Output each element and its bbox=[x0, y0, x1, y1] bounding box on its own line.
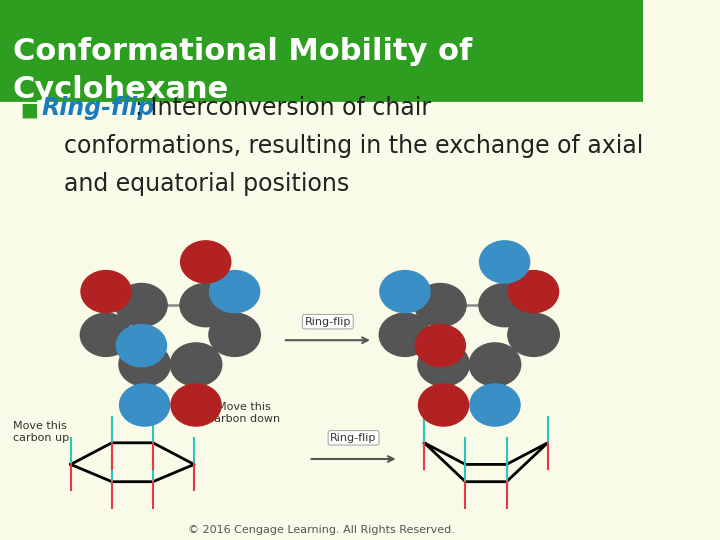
Circle shape bbox=[171, 384, 221, 426]
Circle shape bbox=[117, 325, 166, 367]
FancyBboxPatch shape bbox=[0, 0, 643, 100]
Circle shape bbox=[81, 271, 131, 313]
Circle shape bbox=[418, 384, 469, 426]
Text: conformations, resulting in the exchange of axial: conformations, resulting in the exchange… bbox=[64, 134, 644, 158]
Circle shape bbox=[479, 284, 531, 327]
Circle shape bbox=[181, 241, 231, 283]
Circle shape bbox=[469, 343, 521, 386]
Circle shape bbox=[120, 384, 170, 426]
Text: and equatorial positions: and equatorial positions bbox=[64, 172, 349, 195]
Circle shape bbox=[508, 313, 559, 356]
Text: Ring-flip: Ring-flip bbox=[330, 433, 377, 443]
Text: Ring-flip: Ring-flip bbox=[305, 316, 351, 327]
Circle shape bbox=[379, 313, 431, 356]
Circle shape bbox=[415, 284, 466, 327]
Text: ▪: ▪ bbox=[19, 97, 39, 125]
Circle shape bbox=[418, 343, 469, 386]
Text: © 2016 Cengage Learning. All Rights Reserved.: © 2016 Cengage Learning. All Rights Rese… bbox=[188, 524, 455, 535]
Text: Cyclohexane: Cyclohexane bbox=[13, 75, 229, 104]
Circle shape bbox=[180, 284, 231, 327]
Text: Ring-flip: Ring-flip bbox=[42, 96, 155, 120]
Circle shape bbox=[116, 284, 167, 327]
Circle shape bbox=[171, 343, 222, 386]
Circle shape bbox=[209, 313, 261, 356]
Circle shape bbox=[470, 384, 520, 426]
Text: Conformational Mobility of: Conformational Mobility of bbox=[13, 37, 472, 66]
Circle shape bbox=[508, 271, 559, 313]
Text: : Interconversion of chair: : Interconversion of chair bbox=[135, 96, 431, 120]
Circle shape bbox=[415, 325, 465, 367]
Circle shape bbox=[119, 343, 171, 386]
Text: Move this
carbon up: Move this carbon up bbox=[13, 421, 69, 443]
Text: Move this
carbon down: Move this carbon down bbox=[208, 402, 280, 424]
Circle shape bbox=[380, 271, 430, 313]
Circle shape bbox=[480, 241, 530, 283]
Circle shape bbox=[210, 271, 260, 313]
Circle shape bbox=[81, 313, 132, 356]
